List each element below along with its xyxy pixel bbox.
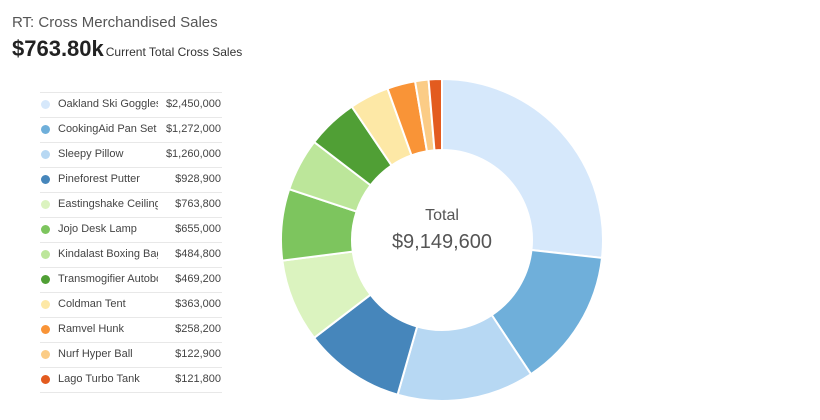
legend-swatch (41, 150, 50, 159)
legend-label: Coldman Tent (58, 298, 126, 310)
center-label: Total (425, 207, 459, 224)
legend-label: Transmogifier Autobot (58, 273, 158, 285)
legend-label: CookingAid Pan Set (58, 123, 157, 135)
legend-swatch (41, 125, 50, 134)
legend-item[interactable]: Oakland Ski Goggles $2,450,000 (40, 92, 222, 118)
legend-label: Oakland Ski Goggles (58, 98, 158, 110)
center-value: $9,149,600 (392, 231, 492, 253)
legend-swatch (41, 100, 50, 109)
legend-swatch (41, 175, 50, 184)
legend-item[interactable]: Eastingshake Ceiling Fan $763,800 (40, 193, 222, 218)
legend-item[interactable]: CookingAid Pan Set $1,272,000 (40, 118, 222, 143)
chart-title: RT: Cross Merchandised Sales (12, 14, 218, 31)
legend-swatch (41, 325, 50, 334)
legend-label: Kindalast Boxing Bag (58, 248, 158, 260)
legend-value: $1,272,000 (165, 123, 221, 135)
legend-value: $121,800 (175, 373, 221, 385)
legend-label: Lago Turbo Tank (58, 373, 140, 385)
legend-item[interactable]: Nurf Hyper Ball $122,900 (40, 343, 222, 368)
donut-slice[interactable] (441, 77, 604, 260)
legend-swatch (41, 200, 50, 209)
legend-swatch (41, 300, 50, 309)
legend-swatch (41, 225, 50, 234)
legend-item[interactable]: Sleepy Pillow $1,260,000 (40, 143, 222, 168)
donut-slice[interactable] (427, 77, 443, 152)
legend-swatch (41, 250, 50, 259)
legend-value: $928,900 (175, 173, 221, 185)
legend-value: $655,000 (175, 223, 221, 235)
legend-value: $763,800 (175, 198, 221, 210)
legend-value: $363,000 (175, 298, 221, 310)
legend-item[interactable]: Ramvel Hunk $258,200 (40, 318, 222, 343)
kpi-value: $763.80k (12, 36, 104, 61)
legend-item[interactable]: Transmogifier Autobot $469,200 (40, 268, 222, 293)
legend-label: Eastingshake Ceiling Fan (58, 198, 158, 210)
legend-swatch (41, 350, 50, 359)
legend-item[interactable]: Pineforest Putter $928,900 (40, 168, 222, 193)
legend-value: $484,800 (175, 248, 221, 260)
legend-label: Sleepy Pillow (58, 148, 124, 160)
donut-slices (280, 77, 604, 402)
legend-swatch (41, 275, 50, 284)
legend-item[interactable]: Coldman Tent $363,000 (40, 293, 222, 318)
kpi: $763.80k Current Total Cross Sales (12, 36, 242, 62)
legend: Oakland Ski Goggles $2,450,000 CookingAid … (40, 92, 222, 393)
legend-item[interactable]: Kindalast Boxing Bag $484,800 (40, 243, 222, 268)
kpi-caption: Current Total Cross Sales (105, 45, 243, 59)
legend-label: Ramvel Hunk (58, 323, 125, 335)
legend-label: Jojo Desk Lamp (58, 223, 137, 235)
legend-item[interactable]: Lago Turbo Tank $121,800 (40, 368, 222, 393)
legend-value: $469,200 (175, 273, 221, 285)
legend-label: Nurf Hyper Ball (58, 348, 133, 360)
legend-value: $2,450,000 (165, 98, 221, 110)
legend-label: Pineforest Putter (58, 173, 140, 185)
legend-value: $122,900 (175, 348, 221, 360)
legend-swatch (41, 375, 50, 384)
legend-item[interactable]: Jojo Desk Lamp $655,000 (40, 218, 222, 243)
legend-value: $258,200 (175, 323, 221, 335)
legend-value: $1,260,000 (165, 148, 221, 160)
